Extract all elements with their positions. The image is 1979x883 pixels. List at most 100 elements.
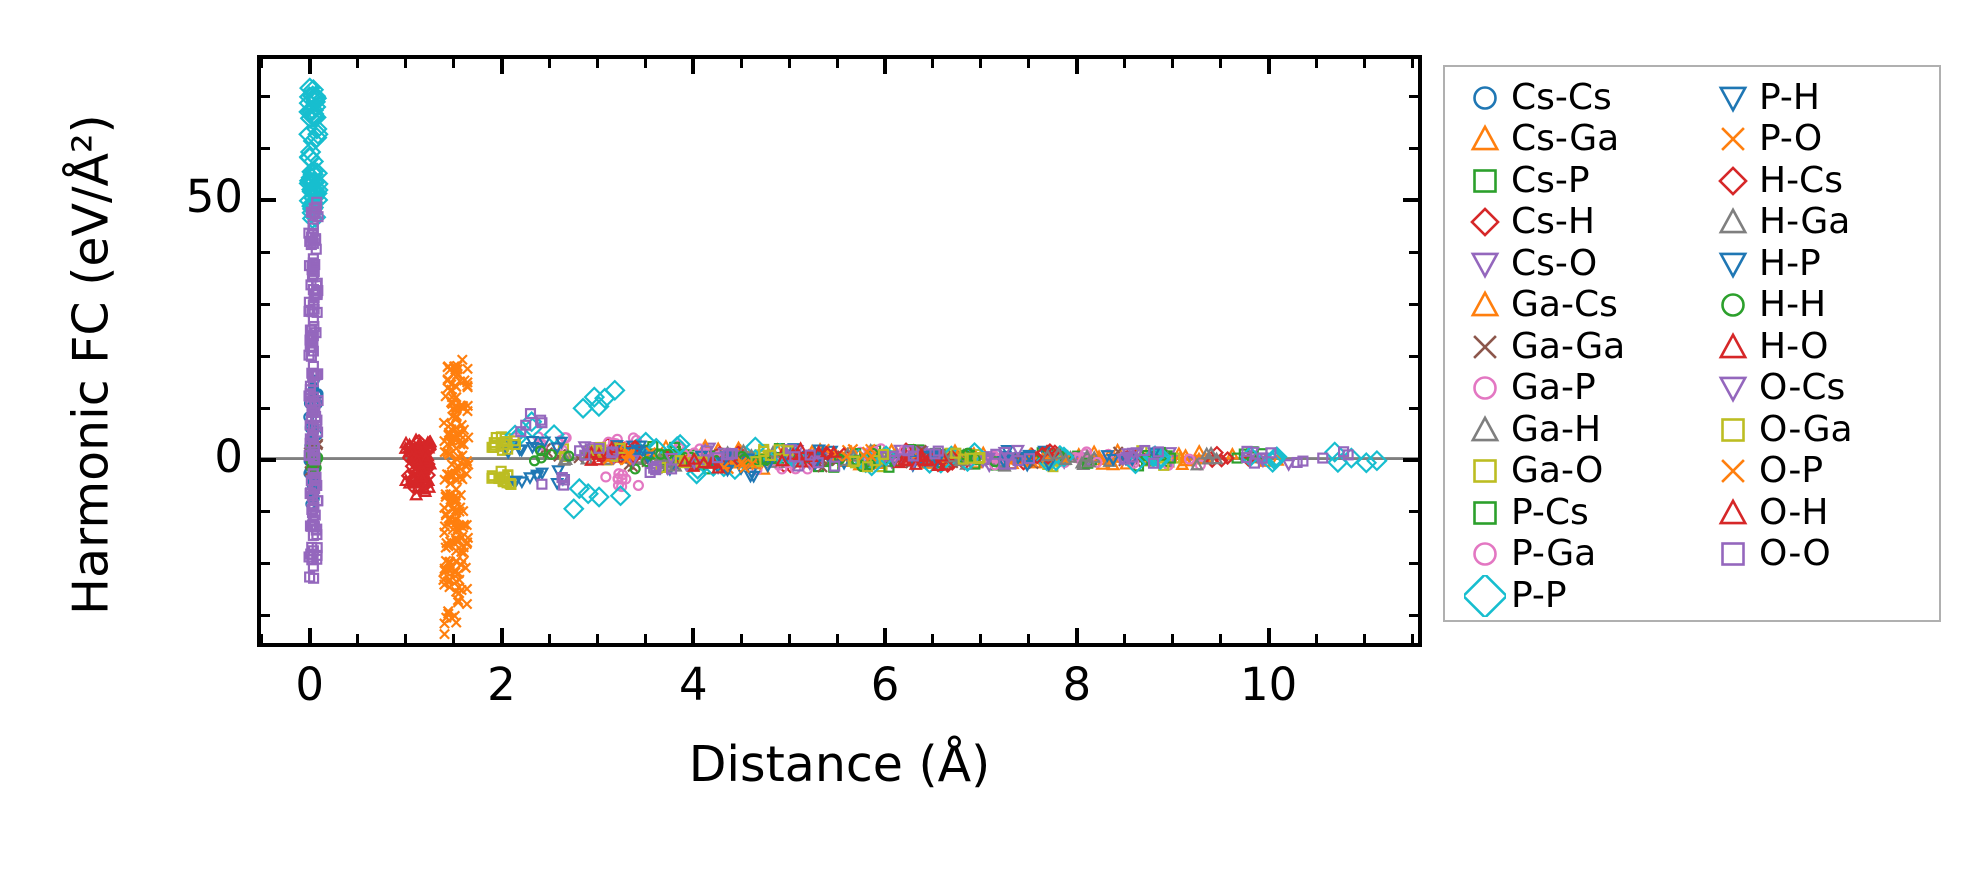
y-major-tick	[261, 458, 276, 463]
x-minor-tick	[595, 634, 599, 643]
x-minor-tick	[356, 634, 360, 643]
x-axis-label: Distance (Å)	[688, 736, 991, 793]
legend-entry-Ga-P[interactable]: Ga-P	[1459, 368, 1707, 410]
y-minor-tick	[1409, 562, 1418, 566]
legend-entry-H-P[interactable]: H-P	[1707, 243, 1955, 285]
legend-label: P-Cs	[1511, 491, 1589, 533]
legend-marker-circle-icon	[1459, 534, 1511, 575]
legend-columns: Cs-Cs Cs-Ga Cs-P Cs-H Cs-O Ga-Cs Ga-Ga Ga-P Ga-H…	[1459, 77, 1955, 617]
legend-entry-O-Ga[interactable]: O-Ga	[1707, 409, 1955, 451]
series-O-P	[438, 360, 877, 599]
x-minor-tick	[1219, 59, 1223, 68]
legend-label: H-H	[1759, 284, 1827, 326]
y-tick-label: 50	[185, 170, 243, 224]
y-minor-tick	[1409, 614, 1418, 618]
x-minor-tick	[1362, 59, 1366, 68]
legend-entry-H-O[interactable]: H-O	[1707, 326, 1955, 368]
x-minor-tick	[1410, 634, 1414, 643]
legend-marker-triangle-down-icon	[1707, 368, 1759, 409]
legend-entry-Ga-Cs[interactable]: Ga-Cs	[1459, 285, 1707, 327]
legend-marker-diamond-icon	[1707, 160, 1759, 201]
y-minor-tick	[1409, 250, 1418, 254]
legend-entry-O-O[interactable]: O-O	[1707, 534, 1955, 576]
legend-label: O-Cs	[1759, 367, 1846, 409]
legend-label: H-Cs	[1759, 159, 1843, 201]
x-minor-tick	[979, 634, 983, 643]
y-minor-tick	[1409, 302, 1418, 306]
x-minor-tick	[739, 59, 743, 68]
legend-label: Cs-O	[1511, 242, 1598, 284]
x-minor-tick	[260, 59, 264, 68]
scatter-canvas	[261, 77, 1418, 640]
legend-entry-Cs-H[interactable]: Cs-H	[1459, 202, 1707, 244]
legend-marker-triangle-down-icon	[1459, 243, 1511, 284]
x-minor-tick	[643, 634, 647, 643]
x-tick-label: 4	[678, 658, 708, 711]
legend-label: Cs-H	[1511, 201, 1595, 243]
legend-entry-P-H[interactable]: P-H	[1707, 77, 1955, 119]
y-minor-tick	[261, 562, 270, 566]
legend-marker-diamond-icon	[1459, 202, 1511, 243]
legend-marker-triangle-up-icon	[1459, 409, 1511, 450]
legend-marker-square-icon	[1459, 451, 1511, 492]
legend-marker-triangle-up-icon	[1707, 202, 1759, 243]
x-minor-tick	[1315, 59, 1319, 68]
legend-entry-O-P[interactable]: O-P	[1707, 451, 1955, 493]
legend-label: Cs-Cs	[1511, 76, 1612, 118]
legend-label: Ga-Cs	[1511, 284, 1618, 326]
legend: Cs-Cs Cs-Ga Cs-P Cs-H Cs-O Ga-Cs Ga-Ga Ga-P Ga-H…	[1443, 65, 1941, 622]
legend-entry-Ga-H[interactable]: Ga-H	[1459, 409, 1707, 451]
legend-label: P-H	[1759, 76, 1820, 118]
x-major-tick	[883, 59, 888, 74]
legend-entry-P-Ga[interactable]: P-Ga	[1459, 534, 1707, 576]
series-O-O	[303, 196, 1354, 584]
x-tick-label: 6	[870, 658, 900, 711]
legend-entry-H-H[interactable]: H-H	[1707, 285, 1955, 327]
legend-label: P-O	[1759, 118, 1823, 160]
x-major-tick	[499, 59, 504, 74]
legend-entry-Cs-P[interactable]: Cs-P	[1459, 160, 1707, 202]
legend-entry-Cs-Ga[interactable]: Cs-Ga	[1459, 119, 1707, 161]
legend-entry-P-Cs[interactable]: P-Cs	[1459, 492, 1707, 534]
x-minor-tick	[1123, 59, 1127, 68]
x-minor-tick	[1171, 634, 1175, 643]
legend-entry-Cs-Cs[interactable]: Cs-Cs	[1459, 77, 1707, 119]
x-minor-tick	[404, 634, 408, 643]
x-major-tick	[1266, 628, 1271, 643]
y-major-tick	[1403, 458, 1418, 463]
x-minor-tick	[1315, 634, 1319, 643]
legend-entry-Ga-Ga[interactable]: Ga-Ga	[1459, 326, 1707, 368]
y-minor-tick	[1409, 406, 1418, 410]
legend-entry-H-Ga[interactable]: H-Ga	[1707, 202, 1955, 244]
legend-label: P-Ga	[1511, 533, 1597, 575]
legend-marker-triangle-down-icon	[1707, 243, 1759, 284]
x-tick-label: 10	[1239, 658, 1298, 711]
y-major-tick	[1403, 198, 1418, 203]
legend-label: P-P	[1511, 574, 1567, 616]
x-minor-tick	[787, 59, 791, 68]
legend-label: O-P	[1759, 450, 1824, 492]
legend-label: Ga-H	[1511, 408, 1602, 450]
legend-label: H-Ga	[1759, 201, 1851, 243]
legend-entry-Ga-O[interactable]: Ga-O	[1459, 451, 1707, 493]
legend-marker-triangle-down-icon	[1707, 77, 1759, 118]
y-minor-tick	[261, 406, 270, 410]
x-minor-tick	[835, 634, 839, 643]
y-major-tick	[261, 198, 276, 203]
legend-column-2: P-H P-O H-Cs H-Ga H-P H-H H-O O-Cs O-Ga O-P O-H O-O	[1707, 77, 1955, 617]
legend-entry-Cs-O[interactable]: Cs-O	[1459, 243, 1707, 285]
x-minor-tick	[452, 634, 456, 643]
x-major-tick	[691, 59, 696, 74]
y-minor-tick	[261, 510, 270, 514]
x-minor-tick	[547, 634, 551, 643]
legend-entry-O-Cs[interactable]: O-Cs	[1707, 368, 1955, 410]
legend-entry-P-P[interactable]: P-P	[1459, 574, 1707, 617]
legend-label: H-O	[1759, 325, 1829, 367]
legend-entry-P-O[interactable]: P-O	[1707, 119, 1955, 161]
x-minor-tick	[931, 59, 935, 68]
legend-entry-O-H[interactable]: O-H	[1707, 492, 1955, 534]
legend-entry-H-Cs[interactable]: H-Cs	[1707, 160, 1955, 202]
y-minor-tick	[261, 95, 270, 99]
legend-marker-square-icon	[1707, 409, 1759, 450]
x-major-tick	[307, 628, 312, 643]
